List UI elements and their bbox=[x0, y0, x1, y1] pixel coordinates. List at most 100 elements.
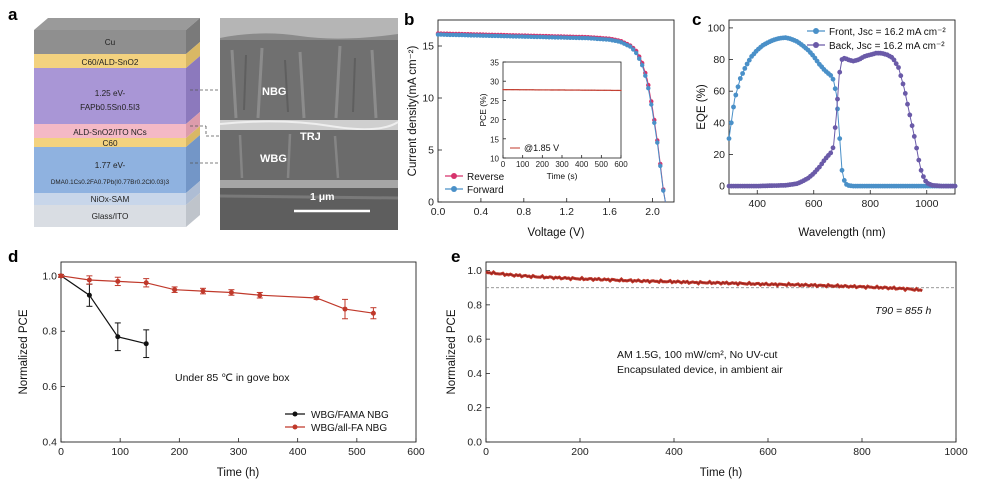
mpp-point bbox=[504, 89, 507, 91]
stability-point-allfa bbox=[228, 289, 234, 295]
mpp-point bbox=[534, 89, 536, 91]
y-tick-label: 1.0 bbox=[42, 270, 57, 282]
y-tick-label: 0.6 bbox=[42, 381, 57, 393]
stability-point-allfa bbox=[200, 288, 206, 294]
mpp-point bbox=[579, 89, 581, 91]
x-tick-label: 0 bbox=[501, 160, 506, 169]
ticks-e: 0 200 400 600 800 1000 0.0 0.2 0.4 0.6 0.8 1.0 bbox=[467, 265, 967, 458]
mpp-point bbox=[609, 89, 612, 92]
x-tick-label: 200 bbox=[171, 446, 189, 458]
inset-b: 0 100 200 300 400 500 600 10 15 20 25 30 35 Time (s)… bbox=[478, 59, 628, 182]
y-tick-label: 10 bbox=[490, 155, 499, 164]
x-tick-label: 600 bbox=[407, 446, 425, 458]
panel-letter-c: c bbox=[692, 10, 701, 29]
mpp-point bbox=[502, 88, 504, 91]
mpp-point bbox=[518, 89, 521, 91]
t90-label: T90 = 855 h bbox=[875, 305, 931, 317]
legend-marker-allfa bbox=[292, 424, 298, 430]
mpp-point bbox=[556, 89, 558, 91]
stability-point-allfa bbox=[314, 295, 320, 301]
mpp-point bbox=[505, 89, 508, 91]
mpp-point bbox=[567, 89, 569, 91]
series-d bbox=[58, 273, 377, 359]
x-tick-label: 0 bbox=[483, 446, 489, 458]
sem-label-wbg: WBG bbox=[260, 153, 287, 165]
y-tick-label: 35 bbox=[490, 59, 499, 68]
panel-c: c 400 600 800 1000 0 20 40 60 80 100 Wavelength (… bbox=[692, 10, 958, 239]
mpp-point bbox=[595, 89, 597, 92]
mpp-point bbox=[582, 89, 584, 91]
mpp-point bbox=[580, 89, 582, 91]
legend-label-back: Back, Jsc = 16.2 mA cm⁻² bbox=[829, 41, 945, 52]
device-stack: Cu C60/ALD-SnO2 1.25 eV- FAPb0.5Sn0.5I3 … bbox=[34, 18, 200, 227]
x-tick-label: 0.4 bbox=[474, 206, 489, 218]
stability-line-fama bbox=[60, 275, 147, 345]
mpp-point bbox=[620, 89, 622, 92]
stability-point-allfa bbox=[172, 287, 178, 293]
plot-frame-b bbox=[437, 19, 675, 203]
mpp-point bbox=[517, 89, 519, 91]
mpp-point bbox=[540, 89, 542, 91]
legend-label-forward: Forward bbox=[467, 185, 504, 196]
ylabel-d: Normalized PCE bbox=[18, 309, 30, 394]
eqe-point-back bbox=[832, 125, 838, 130]
y-tick-label: 10 bbox=[422, 93, 434, 105]
eqe-point-back bbox=[828, 150, 834, 156]
x-tick-label: 200 bbox=[536, 160, 550, 169]
mpp-point bbox=[547, 89, 549, 91]
x-tick-label: 400 bbox=[748, 198, 766, 210]
layer-glass bbox=[34, 205, 186, 227]
eqe-point-back bbox=[905, 101, 910, 107]
legend-label-reverse: Reverse bbox=[467, 172, 505, 183]
aging-trace-core bbox=[485, 271, 923, 292]
x-tick-label: 0 bbox=[58, 446, 64, 458]
mpp-point bbox=[520, 89, 522, 91]
layer-label-nbg-bandgap: 1.25 eV- bbox=[95, 89, 126, 98]
eqe-point-back bbox=[830, 145, 836, 151]
eqe-point-back bbox=[909, 123, 915, 129]
mpp-point bbox=[576, 89, 578, 91]
layer-label-niox: NiOx-SAM bbox=[91, 195, 130, 204]
mpp-point bbox=[562, 89, 564, 91]
eqe-point-back bbox=[837, 69, 843, 75]
plot-frame-e bbox=[485, 261, 957, 443]
legend-marker-back bbox=[813, 42, 819, 48]
plot-frame-c bbox=[728, 19, 956, 195]
eqe-point-back bbox=[893, 61, 899, 67]
x-tick-label: 100 bbox=[111, 446, 129, 458]
mpp-point bbox=[516, 89, 518, 91]
mpp-point bbox=[619, 89, 621, 92]
layer-c60-sno2 bbox=[34, 54, 186, 68]
mpp-point bbox=[589, 89, 591, 91]
mpp-point bbox=[607, 89, 609, 92]
mpp-point bbox=[600, 89, 602, 92]
stability-point-allfa bbox=[86, 277, 92, 283]
mpp-point bbox=[511, 89, 514, 91]
y-tick-label: 0.4 bbox=[467, 368, 482, 380]
x-tick-label: 100 bbox=[516, 160, 530, 169]
x-tick-label: 400 bbox=[289, 446, 307, 458]
y-tick-label: 30 bbox=[490, 78, 499, 87]
x-tick-label: 300 bbox=[555, 160, 569, 169]
mpp-point bbox=[601, 89, 603, 92]
ticks-d: 0 100 200 300 400 500 600 0.4 0.6 0.8 1.0 bbox=[42, 270, 425, 458]
y-tick-label: 0.0 bbox=[467, 437, 482, 449]
layer-label-wbg-composition: DMA0.1Cs0.2FA0.7Pb(I0.77Br0.2Cl0.03)3 bbox=[51, 179, 170, 186]
x-tick-label: 600 bbox=[614, 160, 628, 169]
annotation-e-line2: Encapsulated device, in ambient air bbox=[617, 364, 783, 376]
x-tick-label: 600 bbox=[759, 446, 777, 458]
panel-b: b 0.0 0.4 0.8 1.2 1.6 2.0 0 5 10 15 Voltage (V) C… bbox=[404, 10, 675, 239]
mpp-point bbox=[530, 89, 532, 91]
layer-niox bbox=[34, 193, 186, 205]
mpp-point bbox=[563, 89, 566, 91]
mpp-point bbox=[541, 89, 543, 91]
mpp-point bbox=[503, 89, 505, 91]
stability-point-allfa bbox=[370, 310, 376, 316]
mpp-point bbox=[577, 89, 580, 91]
legend-label-fama: WBG/FAMA NBG bbox=[311, 410, 389, 421]
mpp-point bbox=[560, 89, 562, 91]
x-tick-label: 1000 bbox=[915, 198, 939, 210]
mpp-point bbox=[544, 89, 547, 91]
mpp-point bbox=[566, 89, 568, 91]
